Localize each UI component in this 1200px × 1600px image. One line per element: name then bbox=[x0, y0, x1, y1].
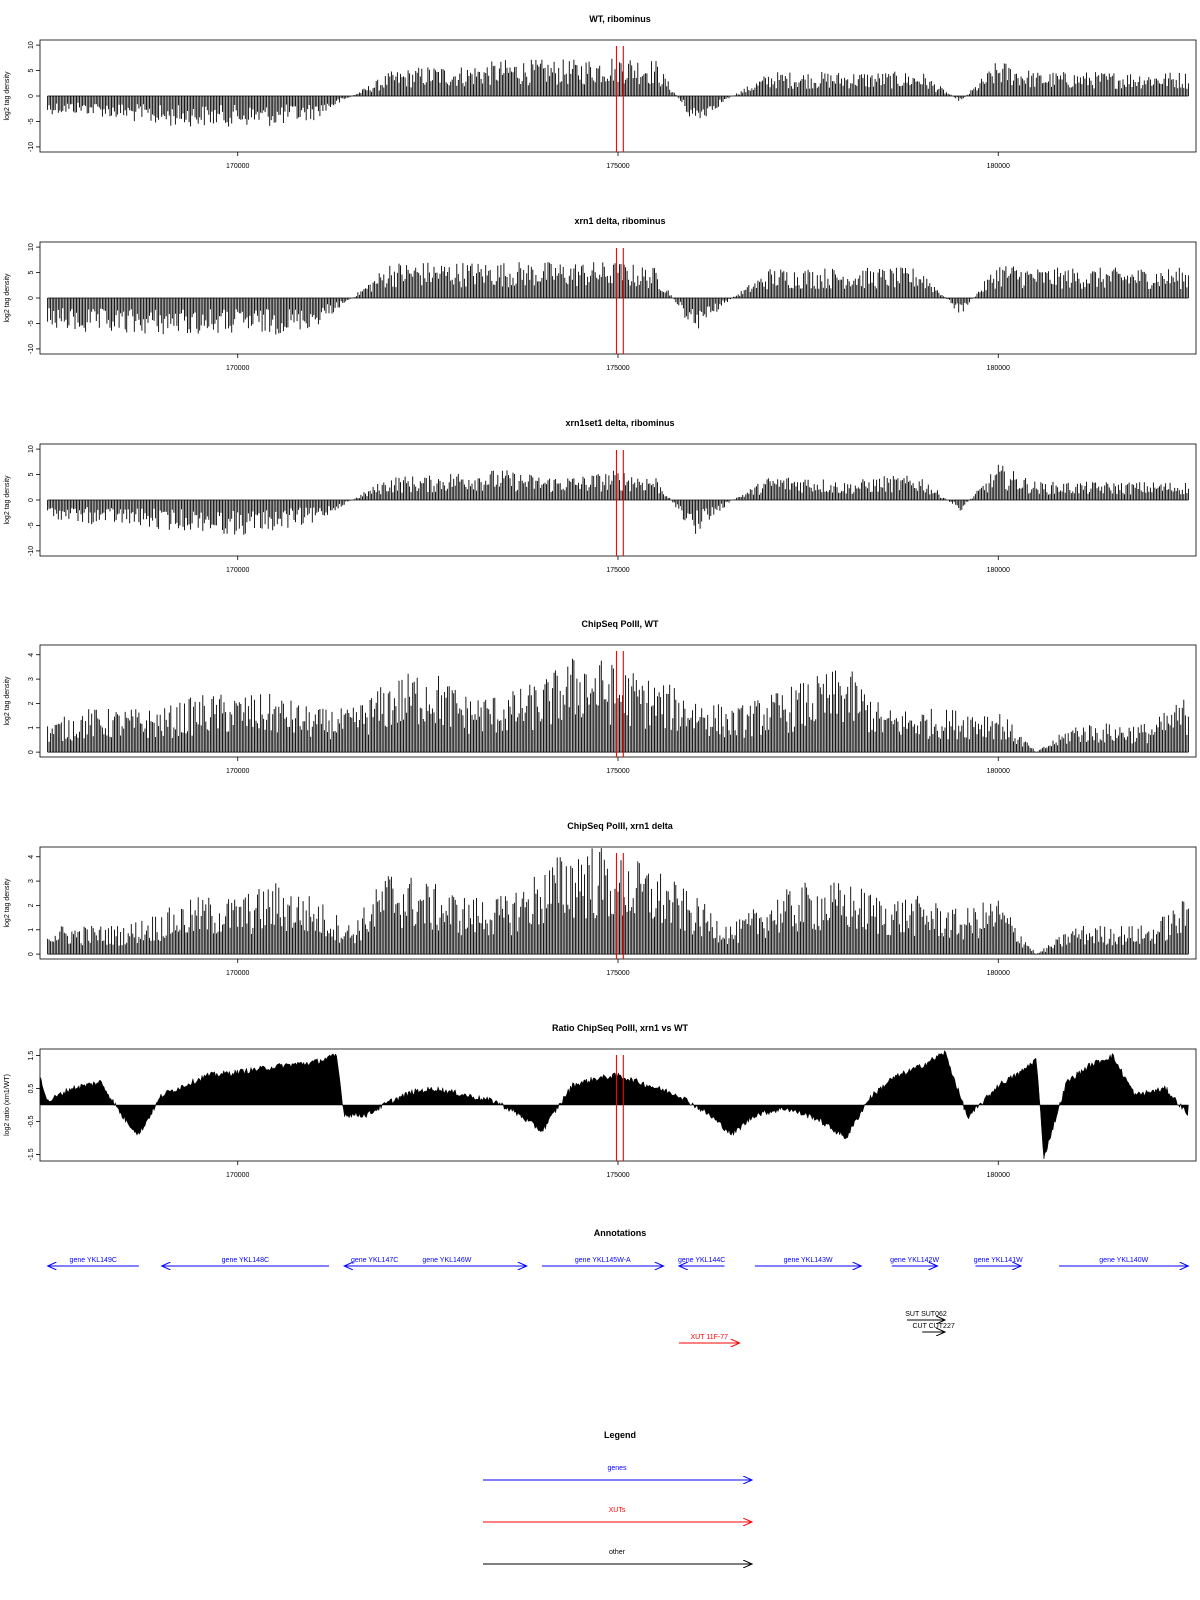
y-tick-label: 3 bbox=[28, 879, 35, 883]
y-tick-label: 2 bbox=[28, 701, 35, 705]
y-axis-label: log2 tag density bbox=[4, 71, 11, 121]
x-tick-label: 180000 bbox=[987, 768, 1010, 775]
x-tick-label: 175000 bbox=[606, 163, 629, 170]
x-tick-label: 175000 bbox=[606, 567, 629, 574]
signal-bars bbox=[47, 464, 1189, 535]
x-tick-label: 170000 bbox=[226, 768, 249, 775]
y-tick-label: 0.5 bbox=[28, 1084, 35, 1094]
y-tick-label: -10 bbox=[28, 142, 35, 152]
y-tick-label: 10 bbox=[28, 445, 35, 453]
y-tick-label: -0.5 bbox=[28, 1115, 35, 1127]
y-axis-label: log2 tag density bbox=[4, 475, 11, 525]
signal-bars bbox=[47, 56, 1189, 127]
chart-panel-2: xrn1 delta, ribominus -10 -5 0 5 10 log2 tag d… bbox=[4, 216, 1197, 372]
feature-label: CUT CUT227 bbox=[912, 1323, 954, 1330]
y-tick-label: 2 bbox=[28, 903, 35, 907]
y-axis-label: log2 ratio (xrn1/WT) bbox=[4, 1074, 11, 1136]
chart-panel-1: WT, ribominus -10 -5 0 5 10 log2 tag density 17… bbox=[4, 14, 1197, 170]
chart-panel-6: Ratio ChipSeq PolII, xrn1 vs WT -1.5 -0.5 0… bbox=[4, 1023, 1197, 1179]
y-axis-label: log2 tag density bbox=[4, 676, 11, 726]
y-tick-label: 10 bbox=[28, 41, 35, 49]
legend-items: genes XUTs other bbox=[483, 1465, 752, 1564]
feature-label: gene YKL149C bbox=[70, 1257, 117, 1264]
x-tick-label: 175000 bbox=[606, 365, 629, 372]
x-tick-label: 170000 bbox=[226, 567, 249, 574]
legend-title: Legend bbox=[604, 1430, 636, 1440]
y-tick-label: 10 bbox=[28, 243, 35, 251]
y-tick-label: 1 bbox=[28, 928, 35, 932]
x-tick-label: 180000 bbox=[987, 163, 1010, 170]
signal-bars bbox=[47, 658, 1189, 753]
feature-label: gene YKL144C bbox=[678, 1257, 725, 1264]
x-tick-label: 170000 bbox=[226, 1172, 249, 1179]
x-tick-label: 170000 bbox=[226, 970, 249, 977]
y-tick-label: 0 bbox=[28, 952, 35, 956]
chart-title: WT, ribominus bbox=[589, 14, 651, 24]
annotations-title: Annotations bbox=[594, 1228, 647, 1238]
x-tick-label: 175000 bbox=[606, 970, 629, 977]
y-tick-label: 5 bbox=[28, 68, 35, 72]
signal-bars bbox=[47, 848, 1189, 955]
y-tick-label: 5 bbox=[28, 270, 35, 274]
x-tick-label: 180000 bbox=[987, 1172, 1010, 1179]
chart-panel-3: xrn1set1 delta, ribominus -10 -5 0 5 10 log2 t… bbox=[4, 418, 1197, 574]
y-tick-label: 0 bbox=[28, 750, 35, 754]
x-tick-label: 180000 bbox=[987, 970, 1010, 977]
feature-label: gene YKL145W-A bbox=[575, 1257, 631, 1264]
y-tick-label: 4 bbox=[28, 653, 35, 657]
y-tick-label: 1.5 bbox=[28, 1051, 35, 1061]
y-tick-label: -10 bbox=[28, 546, 35, 556]
y-axis-label: log2 tag density bbox=[4, 878, 11, 928]
chart-title: ChipSeq PolII, WT bbox=[582, 619, 659, 629]
x-tick-label: 175000 bbox=[606, 768, 629, 775]
y-tick-label: 0 bbox=[28, 498, 35, 502]
legend-label: genes bbox=[607, 1465, 627, 1472]
x-tick-label: 175000 bbox=[606, 1172, 629, 1179]
chart-panel-5: ChipSeq PolII, xrn1 delta 0 1 2 3 4 log2 tag d… bbox=[4, 821, 1197, 977]
x-tick-label: 180000 bbox=[987, 567, 1010, 574]
chart-title: Ratio ChipSeq PolII, xrn1 vs WT bbox=[552, 1023, 689, 1033]
y-tick-label: 0 bbox=[28, 296, 35, 300]
feature-label: XUT 11F-77 bbox=[691, 1334, 729, 1341]
y-axis-label: log2 tag density bbox=[4, 273, 11, 323]
feature-label: gene YKL140W bbox=[1099, 1257, 1148, 1264]
y-tick-label: 4 bbox=[28, 855, 35, 859]
y-tick-label: 5 bbox=[28, 472, 35, 476]
y-tick-label: 3 bbox=[28, 677, 35, 681]
signal-bars bbox=[47, 262, 1189, 335]
chart-panel-4: ChipSeq PolII, WT 0 1 2 3 4 log2 tag density 17… bbox=[4, 619, 1197, 775]
chart-title: xrn1set1 delta, ribominus bbox=[565, 418, 674, 428]
feature-label: gene YKL142W bbox=[890, 1257, 939, 1264]
y-tick-label: -5 bbox=[28, 320, 35, 326]
y-tick-label: -5 bbox=[28, 522, 35, 528]
x-tick-label: 170000 bbox=[226, 163, 249, 170]
y-tick-label: 1 bbox=[28, 726, 35, 730]
x-tick-label: 180000 bbox=[987, 365, 1010, 372]
feature-label: gene YKL146W bbox=[422, 1257, 471, 1264]
y-tick-label: 0 bbox=[28, 94, 35, 98]
legend: Legend genes XUTs other bbox=[483, 1430, 752, 1564]
y-tick-label: -10 bbox=[28, 344, 35, 354]
chart-title: ChipSeq PolII, xrn1 delta bbox=[567, 821, 674, 831]
ratio-area bbox=[39, 1049, 1189, 1160]
feature-label: gene YKL143W bbox=[784, 1257, 833, 1264]
chart-title: xrn1 delta, ribominus bbox=[574, 216, 665, 226]
feature-label: gene YKL141W bbox=[974, 1257, 1023, 1264]
annotations-panel: Annotations gene YKL149C gene YKL148C gene… bbox=[48, 1228, 1189, 1343]
legend-label: other bbox=[609, 1549, 626, 1556]
feature-label: gene YKL147C bbox=[351, 1257, 398, 1264]
x-tick-label: 170000 bbox=[226, 365, 249, 372]
feature-label: SUT SUT062 bbox=[905, 1311, 947, 1318]
y-tick-label: -5 bbox=[28, 118, 35, 124]
feature-label: gene YKL148C bbox=[222, 1257, 269, 1264]
y-tick-label: -1.5 bbox=[28, 1148, 35, 1160]
legend-label: XUTs bbox=[609, 1507, 626, 1514]
annotation-features: gene YKL149C gene YKL148C gene YKL147C gene… bbox=[48, 1257, 1189, 1343]
